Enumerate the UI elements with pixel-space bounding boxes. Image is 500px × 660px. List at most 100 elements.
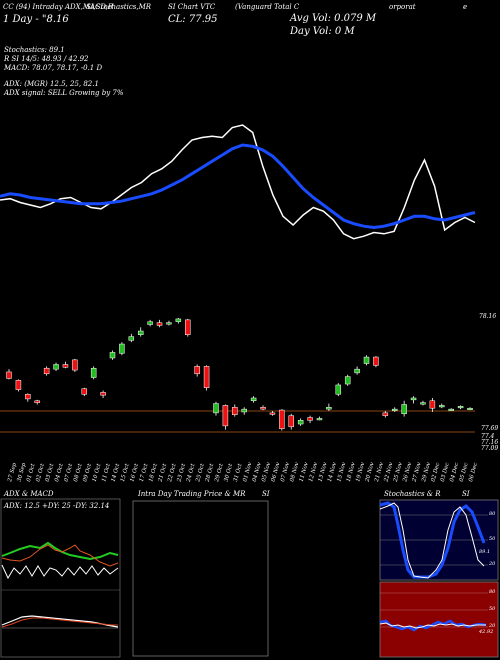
candle-body [344, 376, 351, 385]
macd-signal-line [1, 617, 118, 628]
candle-body [128, 336, 135, 341]
rsi-level-label: 20 [489, 623, 496, 629]
price-line-chart [0, 124, 476, 240]
candle-body [316, 418, 323, 421]
x-tick-label: 08 Nov [289, 461, 300, 483]
price-axis-label: 77.09 [481, 445, 499, 452]
x-tick-label: 03 Dec [440, 462, 451, 482]
x-tick-label: 14 Nov [327, 461, 338, 483]
x-tick-label: 05 Dec [459, 462, 470, 482]
candle-body [137, 330, 144, 335]
price-axis-label: 77.16 [481, 439, 499, 446]
candle-body [241, 408, 247, 413]
x-tick-label: 30 Sep [17, 462, 28, 483]
chart-title-line: CC (94) Intraday ADX,MACD,R SI,Stochasti… [3, 3, 467, 12]
candle-body [81, 388, 88, 395]
stoch-blue-line [379, 501, 486, 579]
candle-body [401, 404, 407, 415]
title-segment: e [463, 3, 468, 11]
title-segment: SI,Stochastics,MR [86, 3, 152, 11]
x-tick-label: 27 Sep [7, 462, 18, 484]
x-tick-label: 20 Nov [364, 461, 375, 484]
x-tick-label: 29 Nov [421, 461, 432, 484]
chart-subtitle: 1 Day - "8.16 [3, 14, 69, 25]
intraday-panel-title: Intra Day Trading Price & MR [138, 490, 246, 498]
intraday-mrsi-panel [132, 500, 269, 657]
price-axis-label: 77.69 [481, 425, 499, 432]
x-tick-label: 25 Nov [393, 461, 404, 484]
candle-body [307, 417, 313, 421]
adx-values-label: ADX: 12.5 +DY: 25 -DY: 32.14 [4, 502, 110, 510]
candle-body [62, 364, 69, 368]
x-tick-label: 16 Oct [129, 462, 140, 482]
price-series-line [0, 124, 476, 240]
candle-body [72, 359, 78, 371]
candle-body [457, 406, 464, 409]
avg-volume-label: Avg Vol: 0.079 M [290, 13, 377, 24]
stoch-value-label: 89.1 [479, 549, 491, 555]
stochastics-panel-title: Stochastics & R [384, 490, 441, 498]
x-tick-label: 15 Nov [336, 461, 347, 483]
candle-body [175, 318, 182, 322]
close-price-label: CL: 77.95 [168, 14, 218, 25]
x-tick-label: 10 Oct [92, 462, 103, 482]
adx-readout: ADX: (MGR) 12.5, 25, 82.1 [4, 80, 99, 88]
x-tick-label: 26 Nov [402, 461, 413, 484]
candlestick-chart [0, 318, 475, 433]
candle-body [15, 380, 22, 390]
candle-body [232, 407, 238, 415]
x-tick-label: 14 Oct [111, 462, 122, 482]
candle-body [288, 415, 294, 428]
adx-macd-panel [0, 498, 121, 658]
x-tick-label: 07 Nov [280, 461, 291, 483]
x-tick-label: 15 Oct [120, 462, 131, 482]
candle-body [203, 366, 210, 388]
candle-body [391, 408, 398, 411]
x-tick-label: 18 Oct [148, 462, 159, 482]
adx-signal-readout: ADX signal: SELL Growing by 7% [4, 89, 124, 97]
x-tick-label: 02 Oct [35, 462, 46, 482]
candle-body [109, 352, 116, 359]
x-tick-label: 07 Oct [64, 462, 75, 482]
candle-body [297, 420, 304, 425]
title-segment: SI Chart VTC [168, 3, 216, 11]
adx-line [1, 564, 119, 580]
candle-body [213, 403, 219, 414]
candle-body [326, 407, 332, 410]
x-tick-label: 05 Nov [261, 461, 272, 483]
stochastics-panel [379, 499, 499, 581]
x-tick-label: 04 Dec [449, 462, 460, 482]
sma-series-line [0, 143, 476, 230]
candle-body [420, 402, 426, 405]
rsi-level-label: 80 [489, 589, 496, 595]
x-tick-label: 18 Nov [346, 461, 357, 483]
x-tick-label: 11 Nov [299, 461, 310, 483]
candle-body [34, 400, 40, 403]
rsi-blue-line [379, 619, 487, 632]
title-segment: (Vanguard Total C [235, 3, 300, 11]
x-tick-label: 30 Oct [224, 462, 235, 482]
adx-minus-line [1, 544, 119, 567]
x-tick-label: 22 Oct [167, 462, 178, 483]
candle-body [185, 319, 191, 335]
candle-body [25, 394, 31, 400]
price-axis-label: 77.4 [481, 433, 495, 440]
x-tick-label: 21 Oct [157, 462, 168, 483]
candle-body [279, 409, 285, 429]
rsi-white-line [379, 622, 486, 629]
x-tick-label: 22 Nov [383, 461, 394, 484]
x-tick-label: 06 Dec [468, 462, 479, 482]
x-tick-label: 29 Oct [214, 462, 225, 483]
candle-body [166, 322, 172, 325]
candle-body [147, 321, 153, 325]
rsi-level-label: 50 [489, 606, 496, 612]
x-tick-label: 06 Nov [271, 461, 282, 483]
price-axis-label: 78.16 [479, 313, 497, 320]
rsi-readout: R SI 14/5: 48.93 / 42.92 [4, 55, 89, 63]
stoch-white-line [379, 502, 485, 579]
candle-body [90, 367, 97, 378]
x-tick-label: 21 Nov [374, 461, 385, 484]
x-tick-label: 12 Nov [308, 461, 319, 483]
candle-body [410, 397, 417, 401]
x-tick-label: 27 Nov [411, 461, 422, 484]
